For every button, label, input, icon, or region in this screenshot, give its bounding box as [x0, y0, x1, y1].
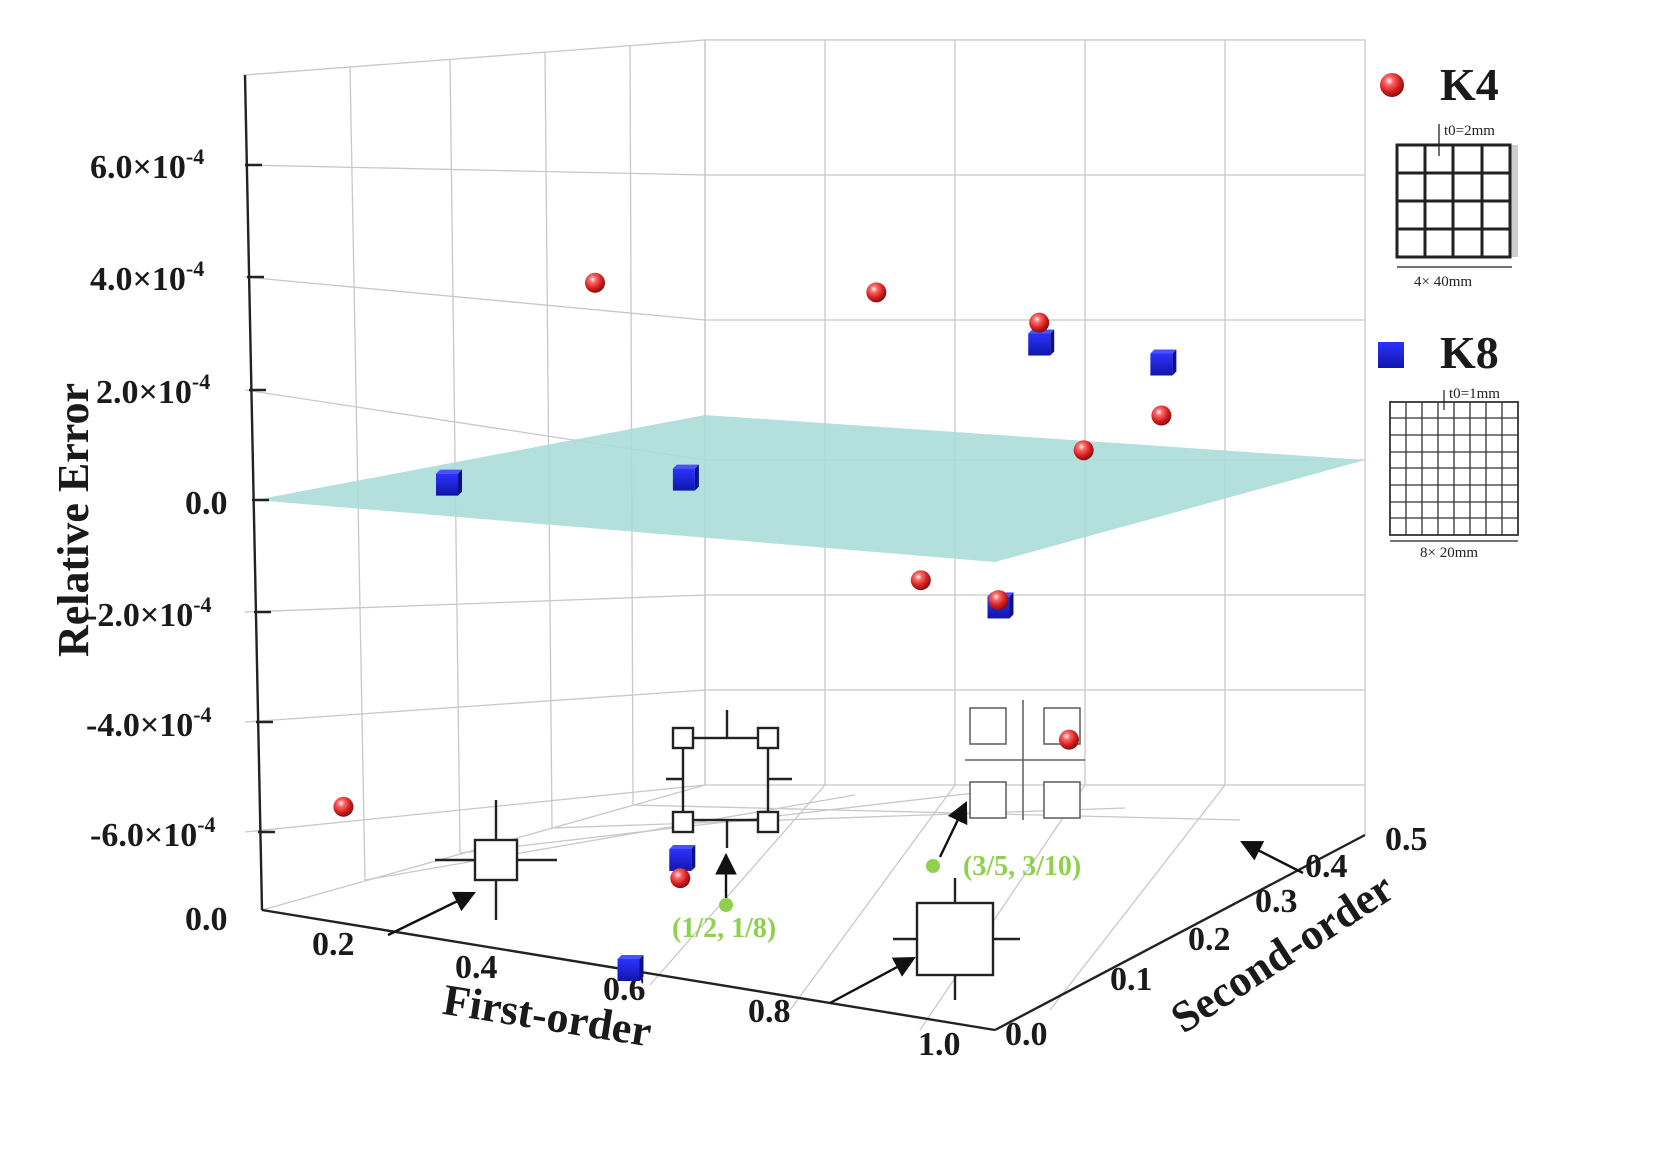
x-tick-label: 0.2	[312, 926, 355, 963]
legend-k4-inset: t0=2mm 4× 40mm	[1395, 123, 1518, 290]
z-tick-label: -6.0×10-4	[90, 812, 216, 854]
k4-point	[670, 868, 691, 889]
left-grid-line	[449, 59, 461, 854]
left-grid-line	[544, 51, 553, 829]
k4-point	[1073, 440, 1094, 461]
inset-thickness-label: t0=2mm	[1444, 123, 1495, 139]
annotation-point	[719, 898, 733, 912]
inset-size-label: 4× 40mm	[1414, 274, 1472, 290]
legend-k8-inset: t0=1mm 8× 20mm	[1389, 386, 1519, 561]
annotation-label: (3/5, 3/10)	[963, 851, 1081, 882]
z-tick-label: 0.0	[185, 485, 228, 522]
floor-grid-line	[789, 784, 956, 1011]
z-tick-label: -4.0×10-4	[86, 702, 212, 744]
legend-k4-marker	[1380, 73, 1404, 97]
z-tick-label: 2.0×10-4	[96, 369, 210, 411]
k8-point	[1150, 349, 1177, 376]
k8-point	[672, 464, 699, 491]
inset-size-label: 8× 20mm	[1420, 545, 1478, 561]
floor-grid	[364, 784, 1366, 1031]
z-tick-label: 6.0×10-4	[90, 144, 204, 186]
y-tick-label: 0.5	[1385, 821, 1428, 858]
k4-point	[910, 570, 931, 591]
k8-point	[669, 844, 696, 871]
left-grid-line	[244, 164, 706, 176]
z-axis-ticks	[245, 163, 275, 834]
legend-label: K8	[1440, 327, 1499, 378]
k4-point	[1059, 729, 1079, 750]
legend-k8-marker	[1378, 342, 1404, 368]
floor-symbol-three-fifths	[965, 700, 1085, 820]
floor-grid-line	[919, 784, 1086, 1031]
annotation-label: (1/2, 1/8)	[672, 913, 776, 944]
legend: K4 K8 t0=2mm 4× 40mm	[1378, 59, 1519, 561]
back-wall-grid	[704, 39, 1366, 786]
x-tick-label: 0.8	[748, 993, 791, 1030]
left-grid-line	[349, 65, 366, 881]
floor-grid-line	[632, 804, 1241, 821]
arrow-icon	[1240, 840, 1304, 875]
y-tick-label: 0.0	[1005, 1016, 1048, 1053]
left-grid-line	[244, 594, 706, 613]
series-k4	[333, 272, 1172, 889]
floor-symbol-second-order	[893, 878, 1020, 1000]
k4-point	[988, 590, 1009, 611]
inset-thickness-label: t0=1mm	[1449, 386, 1500, 402]
z-tick-label: -2.0×10-4	[86, 592, 212, 634]
x-tick-label: 0.4	[455, 949, 498, 986]
annotation-arrows	[387, 801, 1304, 1005]
zero-error-plane	[255, 415, 1365, 562]
z-tick-label: 4.0×10-4	[90, 256, 204, 298]
y-tick-label: 0.3	[1255, 883, 1298, 920]
z-axis-title: Relative Error	[49, 383, 98, 657]
left-grid-line	[629, 45, 634, 806]
y-tick-label: 0.1	[1110, 961, 1153, 998]
left-grid-line	[244, 276, 706, 321]
z-axis-line	[243, 74, 264, 911]
left-grid-line	[244, 784, 706, 833]
k8-point	[436, 469, 462, 496]
k4-point	[1029, 312, 1050, 333]
z-tick-label: 0.0	[185, 901, 228, 938]
floor-grid-line	[364, 794, 856, 881]
floor-grid-line	[551, 807, 1126, 829]
x-tick-label: 1.0	[918, 1026, 961, 1063]
y-axis-line	[994, 833, 1366, 1032]
k4-point	[333, 796, 354, 817]
y-tick-label: 0.2	[1188, 921, 1231, 958]
k8-point	[617, 955, 644, 981]
floor-grid-line	[649, 784, 826, 986]
k4-point	[1151, 405, 1172, 426]
arrow-icon	[938, 801, 968, 858]
floor-symbol-half-eighth	[666, 710, 792, 848]
annotation-point	[926, 859, 940, 873]
k4-point	[585, 272, 605, 293]
left-grid-line	[244, 689, 706, 723]
x-tick-labels: 0.2 0.4 0.6 0.8 1.0	[312, 926, 961, 1063]
y-tick-labels: 0.0 0.1 0.2 0.3 0.4 0.5	[1005, 821, 1428, 1053]
y-tick-label: 0.4	[1305, 848, 1348, 885]
z-tick-labels: 6.0×10-4 4.0×10-4 2.0×10-4 0.0 -2.0×10-4…	[86, 144, 228, 938]
arrow-icon	[387, 891, 476, 937]
k4-point	[866, 282, 887, 303]
axes	[243, 74, 1366, 1032]
floor-grid-line	[1049, 784, 1226, 1011]
legend-label: K4	[1440, 59, 1499, 110]
k8-point	[1028, 329, 1055, 356]
arrow-icon	[829, 956, 916, 1005]
back-wall-border	[704, 39, 1366, 786]
floor-symbol-first-order	[435, 800, 557, 920]
